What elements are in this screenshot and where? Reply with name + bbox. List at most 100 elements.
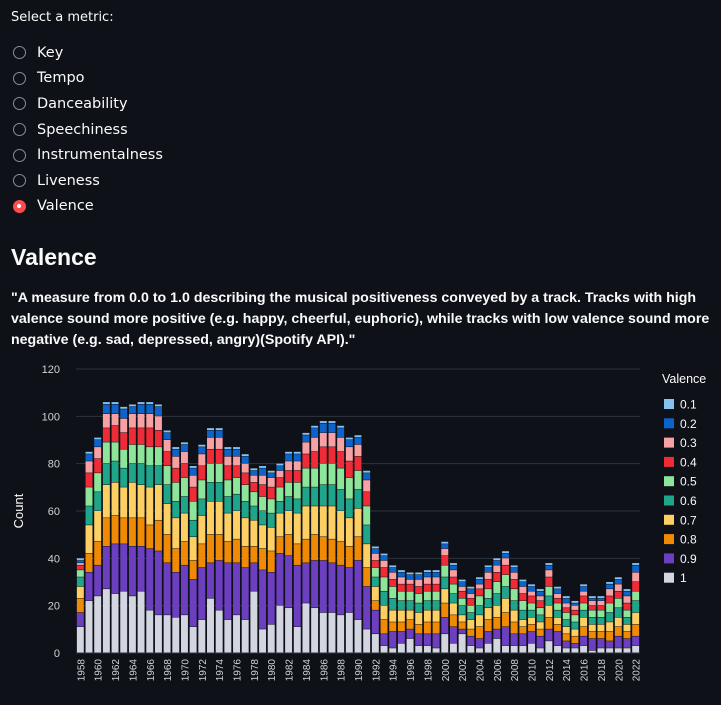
bar-segment-2010-0.6 xyxy=(528,610,536,617)
bar-segment-1978-0.3 xyxy=(250,475,258,483)
bar-segment-1983-0.7 xyxy=(293,513,301,544)
bar-segment-2015-0.2 xyxy=(571,603,579,606)
bar-segment-1980-0.6 xyxy=(267,513,275,528)
bar-segment-1974-0.3 xyxy=(215,437,223,449)
bar-segment-1998-1 xyxy=(423,645,431,653)
bar-segment-2007-1 xyxy=(502,645,509,653)
bar-segment-2008-0.1 xyxy=(510,565,518,568)
bar-segment-1992-0.6 xyxy=(371,577,379,587)
bar-segment-1965-0.6 xyxy=(137,463,145,485)
bar-segment-1977-0.7 xyxy=(241,518,249,546)
bar-segment-1978-1 xyxy=(250,591,258,653)
radio-option-valence[interactable]: Valence xyxy=(11,194,163,220)
bar-segment-1988-0.8 xyxy=(337,541,345,565)
bar-segment-1969-0.8 xyxy=(172,548,180,573)
legend-label-0.5: 0.5 xyxy=(680,475,697,489)
bar-segment-2020-0.1 xyxy=(614,577,622,580)
bar-segment-1997-0.5 xyxy=(415,593,423,603)
bar-segment-1970-0.3 xyxy=(180,451,188,464)
bar-segment-1978-0.2 xyxy=(250,470,258,475)
bar-segment-1968-0.5 xyxy=(163,466,171,485)
bar-segment-1964-0.5 xyxy=(128,444,136,464)
bar-segment-1985-1 xyxy=(311,608,319,653)
bar-segment-2018-0.7 xyxy=(597,624,605,632)
bar-segment-2004-0.2 xyxy=(476,579,483,584)
bar-segment-2019-0.9 xyxy=(606,641,614,648)
bar-segment-1986-0.5 xyxy=(319,463,327,485)
bar-segment-2018-0.8 xyxy=(597,631,605,639)
bar-segment-1974-1 xyxy=(215,610,223,653)
bar-segment-2010-1 xyxy=(528,643,536,653)
bar-segment-1981-0.3 xyxy=(276,470,284,478)
bar-segment-2009-0.1 xyxy=(519,579,527,582)
radio-option-danceability[interactable]: Danceability xyxy=(11,91,163,117)
bar-segment-2001-0.6 xyxy=(449,593,457,603)
bar-segment-1988-0.4 xyxy=(337,451,345,468)
bar-segment-1963-0.5 xyxy=(120,449,128,468)
radio-unselected-icon[interactable] xyxy=(13,71,26,85)
x-tick-label: 1990 xyxy=(354,659,365,682)
radio-option-speechiness[interactable]: Speechiness xyxy=(11,117,163,143)
bar-segment-1983-0.2 xyxy=(293,454,301,461)
radio-unselected-icon[interactable] xyxy=(13,148,26,162)
bar-segment-1999-0.1 xyxy=(432,570,440,573)
bar-segment-2016-0.6 xyxy=(580,610,588,617)
bar-segment-1983-0.4 xyxy=(293,470,301,483)
bar-segment-1962-0.2 xyxy=(111,404,119,414)
radio-option-tempo[interactable]: Tempo xyxy=(11,66,163,92)
bar-segment-1978-0.5 xyxy=(250,492,258,506)
bar-segment-2002-0.7 xyxy=(458,615,466,622)
bar-segment-1958-0.3 xyxy=(76,563,84,565)
bar-segment-1964-0.7 xyxy=(128,482,136,518)
bar-segment-1988-0.7 xyxy=(337,511,345,542)
bar-segment-1990-0.4 xyxy=(354,456,362,471)
bar-segment-1995-0.1 xyxy=(397,570,405,573)
bar-segment-1969-0.9 xyxy=(172,572,180,617)
radio-unselected-icon[interactable] xyxy=(13,123,26,137)
bar-segment-2013-0.2 xyxy=(554,589,562,594)
radio-option-instrumentalness[interactable]: Instrumentalness xyxy=(11,142,163,168)
x-tick-label: 1998 xyxy=(423,659,434,682)
bar-segment-2017-0.4 xyxy=(588,605,596,610)
bar-segment-1994-0.7 xyxy=(389,610,397,622)
x-tick-label: 2012 xyxy=(545,659,556,682)
bar-segment-2010-0.9 xyxy=(528,631,536,644)
bar-segment-2018-0.5 xyxy=(597,610,605,617)
bar-segment-1964-0.8 xyxy=(128,518,136,546)
bar-segment-2000-0.3 xyxy=(441,548,449,556)
bar-segment-2017-0.2 xyxy=(588,598,596,601)
bar-segment-1972-0.9 xyxy=(198,567,206,620)
radio-unselected-icon[interactable] xyxy=(13,46,26,60)
radio-option-key[interactable]: Key xyxy=(11,40,163,66)
bar-segment-1990-1 xyxy=(354,619,362,653)
bar-segment-1986-0.9 xyxy=(319,560,327,613)
radio-option-liveness[interactable]: Liveness xyxy=(11,168,163,194)
bar-segment-1973-0.6 xyxy=(207,482,214,502)
bar-segment-2006-1 xyxy=(493,638,501,653)
bar-segment-1989-0.1 xyxy=(345,437,353,440)
bar-segment-1991-1 xyxy=(363,629,371,653)
legend-swatch-0.7 xyxy=(664,514,674,525)
bar-segment-1981-1 xyxy=(276,605,284,653)
bar-segment-1975-1 xyxy=(224,619,232,653)
x-tick-label: 2004 xyxy=(475,659,486,682)
y-tick-label: 0 xyxy=(54,648,60,660)
bar-segment-2004-1 xyxy=(476,648,483,653)
bar-segment-1973-0.9 xyxy=(207,563,214,599)
radio-unselected-icon[interactable] xyxy=(13,97,26,111)
bar-segment-1998-0.7 xyxy=(423,610,431,622)
bar-segment-1991-0.8 xyxy=(363,567,371,587)
bar-segment-2012-0.6 xyxy=(545,596,553,606)
bar-segment-1985-0.7 xyxy=(311,506,319,535)
bar-segment-1960-0.1 xyxy=(94,437,102,440)
bar-segment-2015-0.8 xyxy=(571,636,579,644)
radio-selected-icon[interactable] xyxy=(13,199,26,213)
radio-unselected-icon[interactable] xyxy=(13,174,26,188)
bar-segment-1975-0.8 xyxy=(224,541,232,563)
bar-segment-2015-1 xyxy=(571,648,579,653)
bar-segment-2016-0.8 xyxy=(580,626,588,636)
bar-segment-2012-0.9 xyxy=(545,629,553,641)
bar-segment-2012-0.7 xyxy=(545,605,553,617)
bar-segment-2012-0.1 xyxy=(545,563,553,565)
bar-segment-1999-0.5 xyxy=(432,591,440,601)
